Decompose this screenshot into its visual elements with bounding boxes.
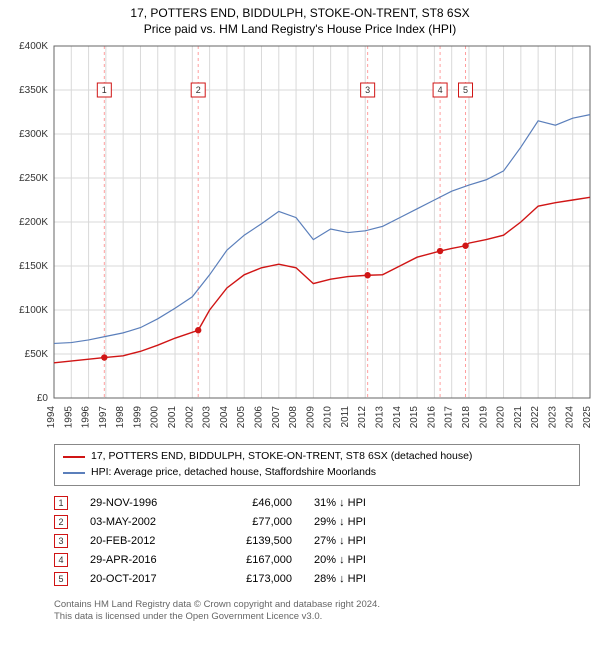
svg-text:2: 2 <box>196 85 201 95</box>
transaction-diff: 27% ↓ HPI <box>314 535 404 547</box>
legend-swatch <box>63 472 85 474</box>
svg-text:2017: 2017 <box>444 406 455 429</box>
svg-text:£350K: £350K <box>19 85 48 96</box>
svg-text:2018: 2018 <box>461 406 472 429</box>
footer-line: This data is licensed under the Open Gov… <box>54 611 580 624</box>
svg-text:2005: 2005 <box>236 406 247 429</box>
transaction-price: £139,500 <box>217 535 292 547</box>
footer: Contains HM Land Registry data © Crown c… <box>54 599 580 625</box>
svg-text:£150K: £150K <box>19 261 48 272</box>
svg-text:2010: 2010 <box>323 406 334 429</box>
legend-swatch <box>63 456 85 458</box>
transaction-diff: 31% ↓ HPI <box>314 497 404 509</box>
transaction-row: 1 29-NOV-1996 £46,000 31% ↓ HPI <box>54 496 580 510</box>
chart: £0 £50K £100K £150K £200K £250K £300K £350K £400… <box>0 38 600 438</box>
svg-text:2023: 2023 <box>547 406 558 429</box>
svg-text:2008: 2008 <box>288 406 299 429</box>
svg-text:2006: 2006 <box>253 406 264 429</box>
svg-text:2000: 2000 <box>150 406 161 429</box>
svg-text:2002: 2002 <box>184 406 195 429</box>
svg-text:4: 4 <box>438 85 443 95</box>
transaction-marker: 2 <box>54 515 68 529</box>
legend-label: HPI: Average price, detached house, Staf… <box>91 465 376 481</box>
svg-text:2007: 2007 <box>271 406 282 429</box>
transaction-diff: 20% ↓ HPI <box>314 554 404 566</box>
svg-text:2020: 2020 <box>496 406 507 429</box>
transaction-diff: 29% ↓ HPI <box>314 516 404 528</box>
transaction-price: £77,000 <box>217 516 292 528</box>
svg-text:1999: 1999 <box>132 406 143 429</box>
transaction-price: £167,000 <box>217 554 292 566</box>
transaction-row: 3 20-FEB-2012 £139,500 27% ↓ HPI <box>54 534 580 548</box>
transaction-date: 29-NOV-1996 <box>90 497 195 509</box>
svg-text:1996: 1996 <box>81 406 92 429</box>
transaction-price: £173,000 <box>217 573 292 585</box>
svg-text:2022: 2022 <box>530 406 541 429</box>
svg-text:2016: 2016 <box>426 406 437 429</box>
title-address: 17, POTTERS END, BIDDULPH, STOKE-ON-TREN… <box>0 6 600 20</box>
title-subtitle: Price paid vs. HM Land Registry's House … <box>0 22 600 36</box>
svg-text:£50K: £50K <box>25 349 49 360</box>
svg-text:2019: 2019 <box>478 406 489 429</box>
svg-text:2014: 2014 <box>392 406 403 429</box>
transaction-date: 29-APR-2016 <box>90 554 195 566</box>
svg-text:£0: £0 <box>37 393 49 404</box>
svg-text:2024: 2024 <box>565 406 576 429</box>
transaction-row: 4 29-APR-2016 £167,000 20% ↓ HPI <box>54 553 580 567</box>
transaction-marker: 4 <box>54 553 68 567</box>
svg-text:1: 1 <box>102 85 107 95</box>
svg-text:2013: 2013 <box>375 406 386 429</box>
page: 17, POTTERS END, BIDDULPH, STOKE-ON-TREN… <box>0 0 600 650</box>
transaction-diff: 28% ↓ HPI <box>314 573 404 585</box>
svg-text:2009: 2009 <box>305 406 316 429</box>
transaction-marker: 5 <box>54 572 68 586</box>
svg-text:3: 3 <box>365 85 370 95</box>
svg-text:1995: 1995 <box>63 406 74 429</box>
svg-text:2004: 2004 <box>219 406 230 429</box>
svg-text:1994: 1994 <box>46 406 57 429</box>
svg-text:2001: 2001 <box>167 406 178 429</box>
transaction-date: 03-MAY-2002 <box>90 516 195 528</box>
transaction-marker: 1 <box>54 496 68 510</box>
svg-text:2012: 2012 <box>357 406 368 429</box>
transaction-row: 2 03-MAY-2002 £77,000 29% ↓ HPI <box>54 515 580 529</box>
svg-text:5: 5 <box>463 85 468 95</box>
svg-text:2025: 2025 <box>582 406 593 429</box>
svg-text:£300K: £300K <box>19 129 48 140</box>
svg-text:2011: 2011 <box>340 406 351 428</box>
legend: 17, POTTERS END, BIDDULPH, STOKE-ON-TREN… <box>54 444 580 486</box>
transaction-marker: 3 <box>54 534 68 548</box>
svg-text:£250K: £250K <box>19 173 48 184</box>
chart-svg: £0 £50K £100K £150K £200K £250K £300K £350K £400… <box>0 38 600 438</box>
svg-text:1997: 1997 <box>98 406 109 429</box>
svg-text:£100K: £100K <box>19 305 48 316</box>
legend-item: 17, POTTERS END, BIDDULPH, STOKE-ON-TREN… <box>63 449 571 465</box>
svg-text:2021: 2021 <box>513 406 524 429</box>
svg-text:1998: 1998 <box>115 406 126 429</box>
transactions-table: 1 29-NOV-1996 £46,000 31% ↓ HPI 2 03-MAY-2002… <box>54 496 580 591</box>
transaction-date: 20-OCT-2017 <box>90 573 195 585</box>
transaction-price: £46,000 <box>217 497 292 509</box>
svg-text:2015: 2015 <box>409 406 420 429</box>
legend-label: 17, POTTERS END, BIDDULPH, STOKE-ON-TREN… <box>91 449 472 465</box>
svg-text:£200K: £200K <box>19 217 48 228</box>
svg-text:2003: 2003 <box>202 406 213 429</box>
transaction-row: 5 20-OCT-2017 £173,000 28% ↓ HPI <box>54 572 580 586</box>
footer-line: Contains HM Land Registry data © Crown c… <box>54 599 580 612</box>
title-block: 17, POTTERS END, BIDDULPH, STOKE-ON-TREN… <box>0 0 600 38</box>
legend-item: HPI: Average price, detached house, Staf… <box>63 465 571 481</box>
svg-text:£400K: £400K <box>19 41 48 52</box>
transaction-date: 20-FEB-2012 <box>90 535 195 547</box>
